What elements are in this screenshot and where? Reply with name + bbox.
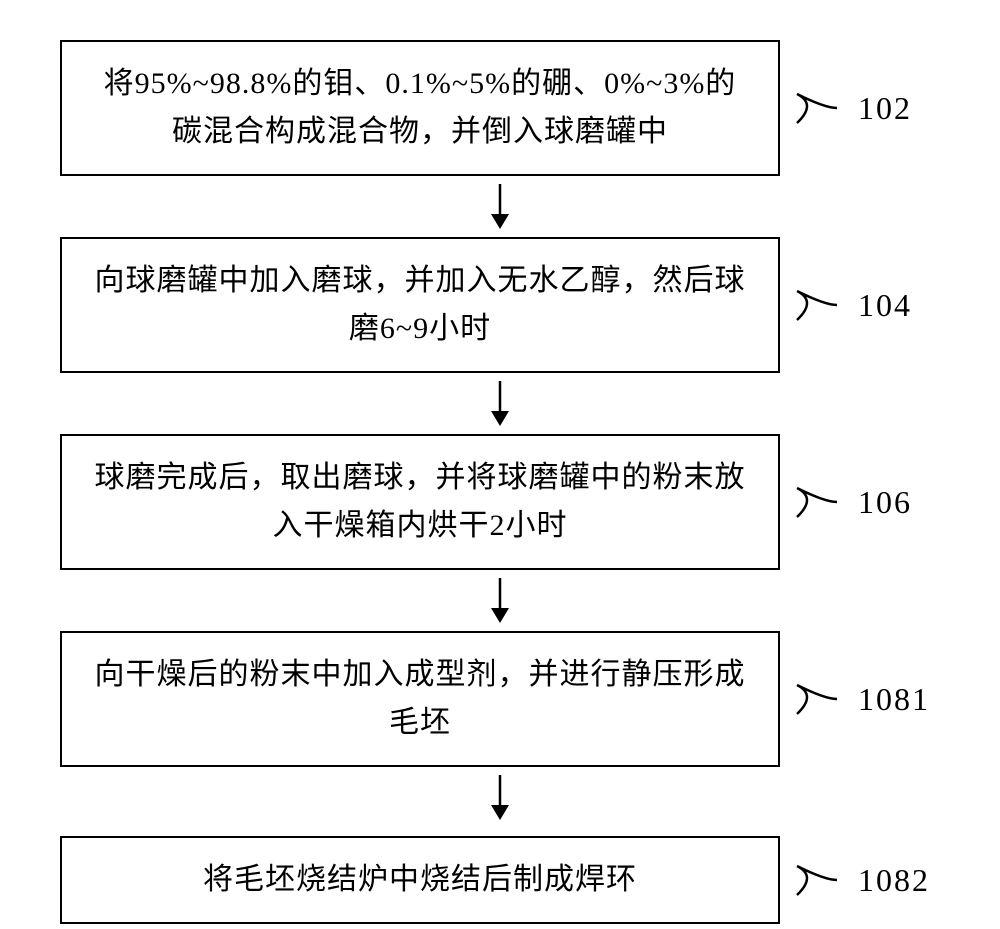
arrow-down-icon xyxy=(485,184,515,229)
arrow-container xyxy=(140,176,860,237)
curve-icon xyxy=(795,858,840,903)
arrow-down-icon xyxy=(485,381,515,426)
step-box-3: 球磨完成后，取出磨球，并将球磨罐中的粉末放入干燥箱内烘干2小时 xyxy=(60,434,780,570)
curve-icon xyxy=(795,480,840,525)
step-row: 向干燥后的粉末中加入成型剂，并进行静压形成毛坯 1081 xyxy=(60,631,940,767)
step-connector: 1082 xyxy=(795,858,930,903)
step-row: 向球磨罐中加入磨球，并加入无水乙醇，然后球磨6~9小时 104 xyxy=(60,237,940,373)
arrow-down-icon xyxy=(485,775,515,820)
step-box-5: 将毛坯烧结炉中烧结后制成焊环 xyxy=(60,836,780,924)
step-text: 向球磨罐中加入磨球，并加入无水乙醇，然后球磨6~9小时 xyxy=(92,257,748,353)
arrow-container xyxy=(140,570,860,631)
step-text: 将95%~98.8%的钼、0.1%~5%的硼、0%~3%的碳混合构成混合物，并倒… xyxy=(92,60,748,156)
step-text: 向干燥后的粉末中加入成型剂，并进行静压形成毛坯 xyxy=(92,651,748,747)
step-row: 将95%~98.8%的钼、0.1%~5%的硼、0%~3%的碳混合构成混合物，并倒… xyxy=(60,40,940,176)
curve-icon xyxy=(795,86,840,131)
arrow-container xyxy=(140,373,860,434)
curve-icon xyxy=(795,283,840,328)
step-box-2: 向球磨罐中加入磨球，并加入无水乙醇，然后球磨6~9小时 xyxy=(60,237,780,373)
step-connector: 106 xyxy=(795,480,912,525)
step-label: 106 xyxy=(858,484,912,521)
curve-icon xyxy=(795,677,840,722)
step-row: 将毛坯烧结炉中烧结后制成焊环 1082 xyxy=(60,836,940,924)
step-connector: 1081 xyxy=(795,677,930,722)
step-connector: 104 xyxy=(795,283,912,328)
step-label: 102 xyxy=(858,90,912,127)
step-label: 104 xyxy=(858,287,912,324)
step-connector: 102 xyxy=(795,86,912,131)
step-row: 球磨完成后，取出磨球，并将球磨罐中的粉末放入干燥箱内烘干2小时 106 xyxy=(60,434,940,570)
arrow-down-icon xyxy=(485,578,515,623)
arrow-container xyxy=(140,767,860,828)
step-box-1: 将95%~98.8%的钼、0.1%~5%的硼、0%~3%的碳混合构成混合物，并倒… xyxy=(60,40,780,176)
step-label: 1082 xyxy=(858,862,930,899)
flowchart-container: 将95%~98.8%的钼、0.1%~5%的硼、0%~3%的碳混合构成混合物，并倒… xyxy=(60,40,940,924)
step-box-4: 向干燥后的粉末中加入成型剂，并进行静压形成毛坯 xyxy=(60,631,780,767)
step-text: 球磨完成后，取出磨球，并将球磨罐中的粉末放入干燥箱内烘干2小时 xyxy=(92,454,748,550)
step-label: 1081 xyxy=(858,681,930,718)
step-text: 将毛坯烧结炉中烧结后制成焊环 xyxy=(203,856,637,904)
